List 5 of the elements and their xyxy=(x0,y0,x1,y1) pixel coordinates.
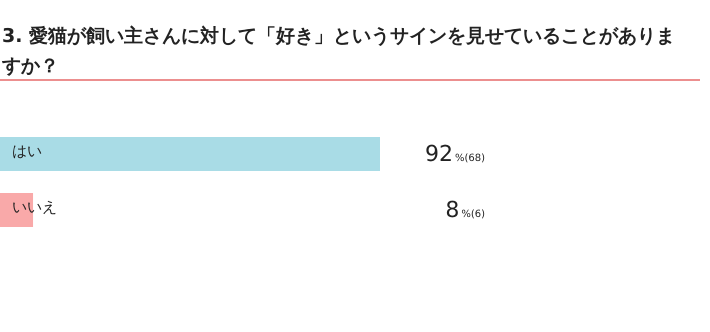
chart-title: 3. 愛猫が飼い主さんに対して「好き」というサインを見せていることがありますか？ xyxy=(1,25,676,77)
data-label: 92%(68) xyxy=(424,142,486,167)
y-tick-label: いいえ xyxy=(12,198,57,216)
y-tick-label: はい xyxy=(12,142,42,160)
data-label: 8%(6) xyxy=(445,198,486,223)
